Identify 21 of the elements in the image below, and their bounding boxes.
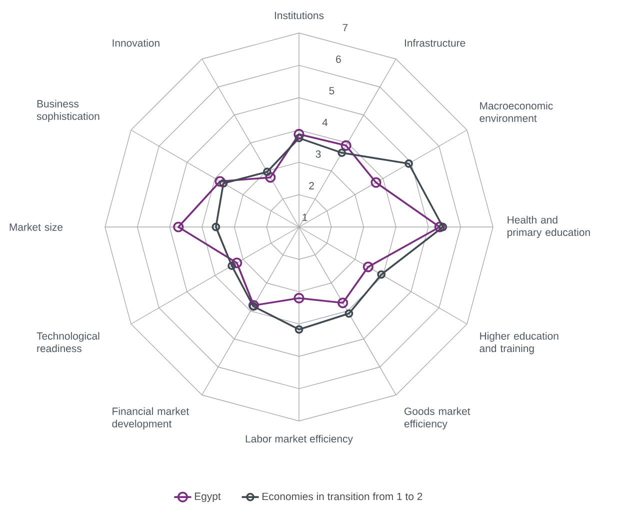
y-tick-label: 7 — [342, 24, 348, 32]
y-tick-label: 3 — [316, 150, 321, 158]
spoke-label: Higher education and training — [480, 332, 558, 354]
spoke-label: Labor market efficiency — [246, 434, 353, 445]
y-tick-label: 6 — [336, 55, 341, 63]
y-tick-label: 4 — [322, 118, 328, 126]
y-tick-label: 1 — [302, 214, 308, 221]
spoke-label: Innovation — [112, 39, 160, 47]
spoke-label: Infrastructure — [404, 39, 466, 47]
spoke-label: Health and primary education — [508, 216, 590, 238]
spoke-label: Business sophistication — [36, 100, 100, 122]
legend-label: Economies in transition from 1 to 2 — [262, 492, 422, 500]
spoke-label: Financial market development — [112, 407, 190, 430]
spoke-label: Institutions — [274, 11, 324, 20]
y-tick-label: 2 — [309, 182, 314, 190]
spoke-label: Macroeconomic environment — [480, 102, 553, 122]
legend-label: Egypt — [194, 492, 221, 502]
spoke-label: Market size — [10, 223, 63, 231]
y-tick-label: 5 — [329, 87, 334, 94]
spoke-label: Technological readiness — [36, 332, 100, 352]
spoke-label: Goods market efficiency — [404, 407, 470, 430]
